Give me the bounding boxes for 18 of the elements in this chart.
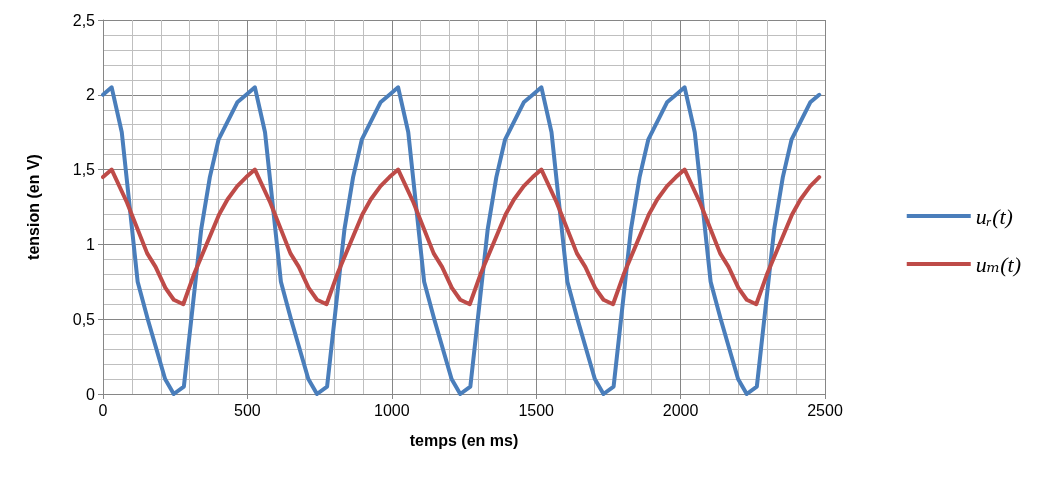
y-tick-label: 0 [86, 385, 96, 403]
y-axis-title: tension (en V) [24, 154, 42, 260]
y-tick-label: 2 [86, 86, 96, 104]
y-tick-label: 0,5 [72, 310, 96, 328]
x-tick-label: 1000 [374, 401, 410, 419]
line-series [101, 85, 822, 396]
x-tick-label: 2500 [807, 401, 843, 419]
x-tick-label: 1500 [518, 401, 555, 419]
line-series [101, 167, 822, 307]
y-tick-label: 1 [86, 235, 96, 253]
x-axis-title: temps (en ms) [409, 431, 519, 449]
legend-label: uₘ(t) [975, 251, 1022, 277]
x-tick-label: 0 [98, 401, 108, 419]
x-tick-label: 500 [234, 401, 261, 419]
legend-label: uᵣ(t) [975, 203, 1013, 229]
y-tick-label: 2,5 [72, 11, 96, 29]
y-tick-label: 1,5 [72, 161, 96, 179]
x-tick-label: 2000 [662, 401, 699, 419]
